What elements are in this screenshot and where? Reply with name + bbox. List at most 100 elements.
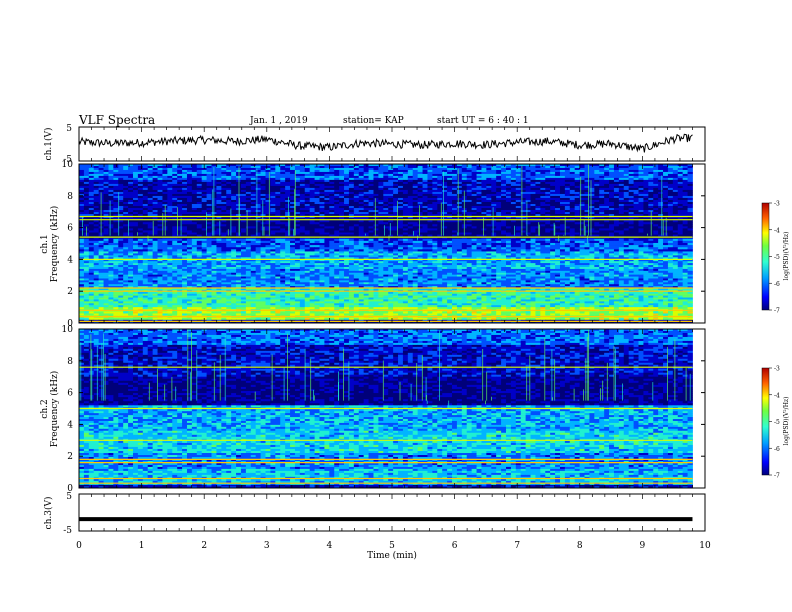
- ch1-spec-cell: [383, 164, 389, 167]
- ch1-spec-cell: [594, 189, 600, 193]
- ch1-spec-cell: [339, 228, 345, 231]
- ch1-spec-cell: [294, 185, 301, 189]
- ch1-spec-cell: [491, 165, 497, 169]
- ch1-spec-cell: [132, 224, 139, 227]
- ch1-spec-cell: [167, 212, 173, 215]
- ch1-spec-cell: [299, 175, 306, 179]
- ch1-spec-cell: [638, 226, 644, 229]
- ch1-spec-cell: [226, 238, 232, 242]
- ch1-spec-cell: [505, 193, 512, 197]
- ch1-spec-cell: [314, 204, 320, 207]
- ch1-waveform-trace: [78, 133, 693, 153]
- ch1-spec-cell: [525, 187, 531, 191]
- ch1-spec-cell: [255, 164, 261, 167]
- ch1-spec-cell: [147, 242, 154, 246]
- ch1-spec-cell: [540, 167, 546, 171]
- ch1-spec-cell: [167, 208, 173, 211]
- ch1-spec-cell: [623, 216, 630, 219]
- ch1-spec-cell: [496, 177, 502, 181]
- ch1-spec-cell: [79, 177, 85, 181]
- ch1-spec-cell: [422, 164, 428, 167]
- ch1-spec-cell: [422, 181, 428, 185]
- ch1-spec-cell: [638, 164, 644, 167]
- ch1-spec-cell: [304, 175, 311, 179]
- ch1-spec-cell: [216, 228, 222, 231]
- ch1-spec-cell: [545, 230, 551, 233]
- ch1-spec-cell: [481, 208, 487, 211]
- ch1-spec-cell: [682, 222, 688, 225]
- ch1-spec-cell: [496, 171, 502, 175]
- ch1-spec-cell: [231, 175, 237, 179]
- ch1-spec-cell: [648, 201, 654, 205]
- ch1-spec-cell: [329, 236, 335, 240]
- ch1-spec-cell: [378, 210, 384, 213]
- ch1-spec-cell: [398, 224, 404, 227]
- ch1-spec-cell: [93, 214, 100, 217]
- ch1-spec-cell: [442, 236, 448, 240]
- ch1-spec-cell: [535, 214, 541, 217]
- ch1-spec-cell: [290, 167, 296, 171]
- ch1-spec-cell: [594, 191, 600, 195]
- ch1-spec-cell: [383, 236, 389, 240]
- ch1-spec-cell: [456, 214, 463, 217]
- ch1-spec-cell: [191, 199, 198, 203]
- ch1-spec-cell: [687, 181, 693, 185]
- ch1-spec-cell: [604, 169, 610, 173]
- ch1-spec-cell: [589, 242, 595, 246]
- ch1-spec-cell: [363, 212, 369, 215]
- ch1-spec-cell: [618, 165, 625, 169]
- ch1-spec-cell: [299, 240, 306, 244]
- ch1-spec-cell: [466, 204, 473, 207]
- ch1-spec-cell: [304, 179, 311, 183]
- ch1-spec-cell: [501, 177, 507, 181]
- ch1-spec-cell: [535, 195, 541, 199]
- ch1-spec-cell: [344, 195, 350, 199]
- ch1-spec-cell: [638, 236, 644, 240]
- ch1-spec-cell: [329, 238, 335, 242]
- ch1-spec-cell: [476, 224, 482, 227]
- ch1-spec-cell: [452, 167, 458, 171]
- ch1-spec-cell: [201, 224, 208, 227]
- ch1-spec-cell: [663, 212, 669, 215]
- ch1-spec-cell: [535, 177, 541, 181]
- ch1-spec-cell: [329, 177, 335, 181]
- ch1-spec-cell: [447, 232, 453, 235]
- ch1-spec-cell: [93, 189, 100, 193]
- ch1-spec-cell: [191, 212, 198, 215]
- ch1-spec-cell: [83, 165, 90, 169]
- ch1-spec-cell: [344, 228, 350, 231]
- ch1-spec-cell: [319, 181, 325, 185]
- ch1-spec-cell: [672, 208, 679, 211]
- ch1-spec-cell: [687, 216, 693, 219]
- ch1-spec-cell: [245, 228, 252, 231]
- ch1-spec-cell: [682, 175, 688, 179]
- ch1-spec-cell: [167, 181, 173, 185]
- ch1-spec-cell: [540, 208, 546, 211]
- ch1-spec-cell: [348, 224, 355, 227]
- ch1-spec-cell: [559, 187, 566, 191]
- ch1-spec-cell: [628, 193, 634, 197]
- ch1-spec-cell: [186, 191, 193, 195]
- ch1-spec-cell: [314, 242, 320, 246]
- ch1-spec-cell: [402, 199, 409, 203]
- ch1-spec-cell: [388, 222, 394, 225]
- ch1-spec-cell: [535, 230, 541, 233]
- ch1-spec-cell: [255, 234, 261, 237]
- ch1-spec-cell: [250, 195, 257, 199]
- ch1-spec-cell: [329, 183, 335, 187]
- ch1-spec-cell: [334, 175, 340, 179]
- ch1-spec-cell: [658, 238, 664, 242]
- ch1-spec-cell: [177, 183, 183, 187]
- ch1-spec-cell: [290, 226, 296, 229]
- ch1-spec-cell: [93, 224, 100, 227]
- ch1-spec-cell: [496, 230, 502, 233]
- ch1-spec-cell: [93, 204, 100, 207]
- ch1-spec-cell: [540, 226, 546, 229]
- ch1-spec-cell: [466, 189, 473, 193]
- ch1-spec-cell: [525, 201, 531, 205]
- ch1-spec-cell: [221, 177, 227, 181]
- ch1-spec-cell: [363, 189, 369, 193]
- ch1-spec-cell: [368, 183, 374, 187]
- ch1-spec-cell: [559, 212, 566, 215]
- ch1-spec-cell: [559, 173, 566, 177]
